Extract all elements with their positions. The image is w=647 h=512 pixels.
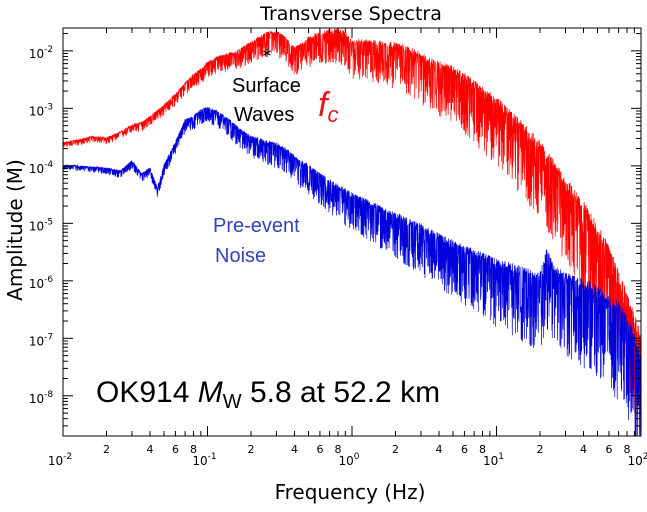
y-tick-exponent: -5 xyxy=(44,217,53,227)
x-tick-exponent: -2 xyxy=(63,452,72,462)
x-minor-tick-label: 2 xyxy=(247,443,254,456)
plot-frame xyxy=(62,27,642,437)
series-layer xyxy=(62,28,642,437)
x-minor-tick-label: 2 xyxy=(536,443,543,456)
x-minor-tick-label: 6 xyxy=(172,443,179,456)
y-tick-exponent: -8 xyxy=(44,390,53,400)
y-tick-exponent: -7 xyxy=(44,332,53,342)
event-name: OK914 xyxy=(96,376,198,409)
y-axis-label: Amplitude (M) xyxy=(3,159,27,301)
x-minor-tick-label: 6 xyxy=(316,443,323,456)
y-tick-label: 10-5 xyxy=(29,217,53,233)
x-minor-tick-label: 4 xyxy=(291,443,298,456)
x-minor-tick-label: 4 xyxy=(580,443,587,456)
surface-wave-asterisk: * xyxy=(263,46,272,67)
x-minor-tick-label: 2 xyxy=(392,443,399,456)
y-tick-label: 10-7 xyxy=(29,332,53,348)
x-minor-tick-label: 6 xyxy=(605,443,612,456)
x-tick-label: 10-2 xyxy=(48,452,72,468)
x-minor-tick-label: 8 xyxy=(479,443,486,456)
y-tick-label: 10-8 xyxy=(29,390,54,406)
x-tick-label: 100 xyxy=(338,452,359,468)
x-minor-tick-label: 2 xyxy=(103,443,110,456)
pre-event-noise-label-line2: Noise xyxy=(215,245,266,267)
y-tick-exponent: -3 xyxy=(44,102,53,112)
surface-waves-label-line1: Surface xyxy=(232,75,301,97)
pre-event-noise-label-line1: Pre-event xyxy=(213,215,300,237)
x-minor-tick-label: 8 xyxy=(190,443,197,456)
event-magnitude-subscript: W xyxy=(223,391,242,413)
x-axis-label: Frequency (Hz) xyxy=(275,480,426,504)
series-blue-line xyxy=(62,107,642,437)
event-description: OK914 MW 5.8 at 52.2 km xyxy=(96,376,440,413)
x-tick-exponent: 1 xyxy=(498,452,504,462)
x-minor-tick-label: 8 xyxy=(334,443,341,456)
x-tick-exponent: 2 xyxy=(643,452,647,462)
x-tick-exponent: 0 xyxy=(354,452,360,462)
y-tick-exponent: -4 xyxy=(44,160,53,170)
series-red-line xyxy=(62,28,642,414)
corner-frequency-subscript: c xyxy=(327,102,338,127)
x-minor-tick-label: 4 xyxy=(435,443,442,456)
y-tick-label: 10-4 xyxy=(29,160,54,176)
x-tick-label: 101 xyxy=(483,452,504,468)
chart-title: Transverse Spectra xyxy=(259,3,442,25)
x-minor-tick-label: 4 xyxy=(146,443,153,456)
y-tick-label: 10-3 xyxy=(29,102,53,118)
surface-waves-label-line2: Waves xyxy=(234,104,294,126)
y-tick-exponent: -2 xyxy=(44,45,53,55)
y-tick-label: 10-6 xyxy=(29,275,54,291)
event-magnitude-and-distance: 5.8 at 52.2 km xyxy=(242,376,440,409)
x-minor-tick-label: 8 xyxy=(623,443,630,456)
y-tick-exponent: -6 xyxy=(44,275,53,285)
x-minor-tick-label: 6 xyxy=(461,443,468,456)
corner-frequency-label: fc xyxy=(318,86,338,127)
x-tick-exponent: -1 xyxy=(208,452,217,462)
y-tick-label: 10-2 xyxy=(29,45,53,61)
x-tick-label: 102 xyxy=(627,452,647,468)
event-magnitude-symbol: M xyxy=(198,376,223,409)
